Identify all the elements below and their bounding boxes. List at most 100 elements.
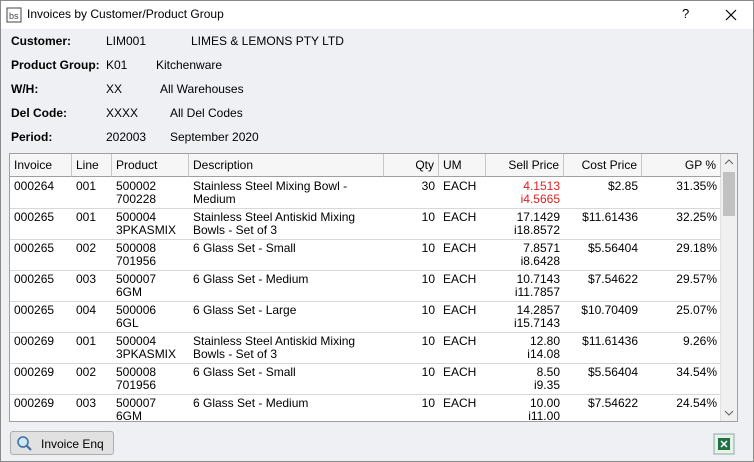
cell-gp: 31.35% — [676, 180, 717, 193]
field-name: Kitchenware — [156, 58, 223, 72]
product-line: 500004 — [116, 211, 157, 224]
product-line: 6GL — [116, 316, 139, 330]
cell-gp: 25.07% — [676, 304, 717, 317]
cell-line: 003 — [76, 273, 97, 286]
app-icon: bs — [6, 7, 22, 23]
cell-qty: 10 — [421, 242, 435, 255]
cell-qty: 30 — [421, 180, 435, 193]
title-bar: bs Invoices by Customer/Product Group ? — [1, 1, 753, 29]
cell-um: EACH — [443, 304, 477, 317]
cell-cost-price: $11.61436 — [582, 335, 638, 348]
cell-gp: 32.25% — [676, 211, 717, 224]
cell-qty: 10 — [421, 335, 435, 348]
help-button[interactable]: ? — [682, 6, 690, 21]
column-header: Line — [72, 154, 112, 177]
sell-price-line: 12.80 — [529, 335, 560, 348]
product-line: 700228 — [116, 192, 157, 206]
cell-line: 001 — [76, 180, 97, 193]
sell-price-line: i15.7143 — [513, 316, 560, 330]
cell-um: EACH — [443, 397, 477, 410]
cell-qty: 10 — [421, 366, 435, 379]
column-header: Qty — [384, 154, 439, 177]
cell-description: Stainless Steel Mixing Bowl - Medium — [193, 180, 348, 206]
cell-line: 003 — [76, 397, 97, 410]
field-code: 202003 — [106, 130, 147, 144]
sell-price-line: 10.00 — [529, 397, 560, 410]
svg-text:bs: bs — [9, 11, 19, 21]
cell-product: 500004 3PKASMIX — [112, 211, 189, 239]
cell-qty: 10 — [421, 304, 435, 317]
product-line: 500002 — [116, 180, 157, 193]
cell-um: EACH — [443, 211, 477, 224]
cell-invoice: 000265 — [14, 273, 55, 286]
cell-product: 500007 6GM — [112, 273, 189, 301]
cell-line: 004 — [76, 304, 97, 317]
sell-price-line: i8.6428 — [520, 254, 560, 268]
cell-cost-price: $10.70409 — [581, 304, 638, 317]
sell-price-line: 17.1429 — [516, 211, 560, 224]
cell-gp: 29.18% — [676, 242, 717, 255]
button-label: Invoice Enq — [41, 437, 104, 451]
cell-product: 500007 6GM — [112, 397, 189, 421]
close-button[interactable] — [725, 9, 737, 21]
cell-description: Stainless Steel Antiskid Mixing Bowls - … — [193, 211, 356, 237]
field-name: All Del Codes — [170, 106, 243, 120]
column-header: UM — [439, 154, 486, 177]
cell-sell-price: 4.1513 i4.5665 — [486, 180, 564, 208]
table-row: 000269 002 500008 701956 6 Glass Set - Small… — [10, 364, 721, 395]
sell-price-line: 10.7143 — [516, 273, 560, 286]
field-code: LIM001 — [106, 34, 147, 48]
cell-sell-price: 17.1429 i18.8572 — [486, 211, 564, 239]
cell-sell-price: 8.50 i9.35 — [486, 366, 564, 394]
cell-gp: 9.26% — [682, 335, 717, 348]
field-label: W/H: — [11, 82, 39, 96]
sell-price-line: i14.08 — [527, 347, 560, 361]
sell-price-line: 4.1513 — [523, 180, 560, 193]
table-row: 000265 002 500008 701956 6 Glass Set - Small… — [10, 240, 721, 271]
column-header: Cost Price — [564, 154, 642, 177]
field-label: Period: — [11, 130, 53, 144]
field-code: K01 — [106, 58, 128, 72]
sell-price-line: i9.35 — [533, 378, 560, 392]
cell-line: 001 — [76, 335, 97, 348]
invoice-enq-button[interactable]: Invoice Enq — [10, 431, 114, 455]
cell-um: EACH — [443, 273, 477, 286]
product-line: 701956 — [116, 254, 157, 268]
cell-um: EACH — [443, 366, 477, 379]
table-row: 000269 001 500004 3PKASMIX Stainless Steel A… — [10, 333, 721, 364]
cell-invoice: 000269 — [14, 397, 55, 410]
field-name: All Warehouses — [160, 82, 244, 96]
product-line: 500008 — [116, 366, 157, 379]
cell-qty: 10 — [421, 273, 435, 286]
window-title: Invoices by Customer/Product Group — [27, 7, 224, 21]
cell-gp: 24.54% — [676, 397, 717, 410]
cell-qty: 10 — [421, 397, 435, 410]
cell-description: 6 Glass Set - Small — [193, 242, 296, 255]
cell-invoice: 000269 — [14, 335, 55, 348]
product-line: 500006 — [116, 304, 157, 317]
cell-description: 6 Glass Set - Medium — [193, 397, 309, 410]
scrollbar[interactable] — [720, 154, 737, 421]
cell-cost-price: $5.56404 — [587, 242, 638, 255]
cell-invoice: 000264 — [14, 180, 55, 193]
sell-price-line: 8.50 — [536, 366, 560, 379]
column-header: Description — [189, 154, 384, 177]
cell-sell-price: 12.80 i14.08 — [486, 335, 564, 363]
sell-price-line: i11.7857 — [514, 285, 560, 299]
cell-product: 500004 3PKASMIX — [112, 335, 189, 363]
excel-export-button[interactable] — [713, 433, 735, 455]
cell-description: 6 Glass Set - Medium — [193, 273, 309, 286]
cell-cost-price: $11.61436 — [582, 211, 638, 224]
product-line: 3PKASMIX — [116, 223, 177, 237]
cell-line: 002 — [76, 366, 97, 379]
product-line: 3PKASMIX — [116, 347, 177, 361]
cell-line: 002 — [76, 242, 97, 255]
cell-description: 6 Glass Set - Large — [193, 304, 297, 317]
cell-um: EACH — [443, 242, 477, 255]
cell-gp: 34.54% — [676, 366, 717, 379]
field-name: LIMES & LEMONS PTY LTD — [191, 34, 344, 48]
product-line: 6GM — [116, 285, 143, 299]
field-label: Del Code: — [11, 106, 68, 120]
invoice-table: Invoice Line Product Description Qty UM Sell P… — [9, 153, 738, 422]
cell-description: Stainless Steel Antiskid Mixing Bowls - … — [193, 335, 356, 361]
